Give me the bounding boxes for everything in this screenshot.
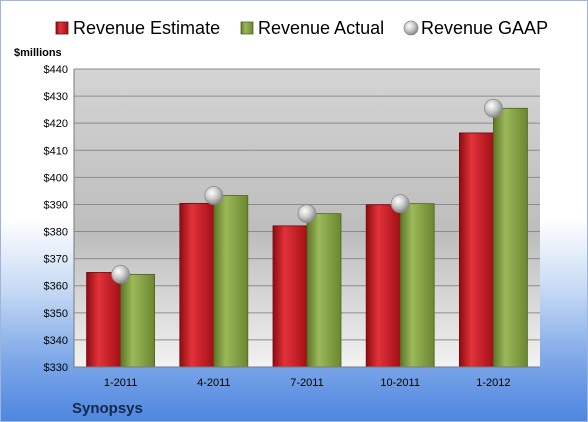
bar-revenue-estimate <box>458 132 494 368</box>
bar-revenue-estimate <box>272 225 308 368</box>
legend-label: Revenue GAAP <box>421 18 548 38</box>
y-tick-label: $340 <box>44 335 68 347</box>
y-tick-label: $410 <box>44 145 68 157</box>
legend-swatch-actual <box>240 21 254 35</box>
x-tick-label: 7-2011 <box>290 377 323 389</box>
x-tick-label: 1-2011 <box>104 377 137 389</box>
bar-revenue-estimate <box>365 204 401 368</box>
y-tick-label: $330 <box>44 362 68 374</box>
marker-revenue-gaap <box>204 186 224 205</box>
y-tick-label: $430 <box>44 91 68 103</box>
marker-revenue-gaap <box>111 264 130 284</box>
marker-revenue-gaap <box>297 204 317 224</box>
y-tick-label: $390 <box>44 199 68 211</box>
bar-revenue-actual <box>213 195 249 368</box>
x-tick-label: 1-2012 <box>476 377 510 389</box>
marker-revenue-gaap <box>483 98 503 118</box>
y-tick-label: $370 <box>44 254 68 266</box>
y-tick-label: $440 <box>44 64 68 76</box>
legend-label: Revenue Estimate <box>73 18 220 38</box>
y-tick-label: $360 <box>44 281 68 293</box>
y-tick-label: $350 <box>44 308 68 320</box>
bar-revenue-actual <box>492 107 528 368</box>
x-tick-label: 4-2011 <box>197 377 230 389</box>
bar-revenue-actual <box>120 273 155 368</box>
legend-swatch-gaap <box>403 20 419 36</box>
bar-revenue-estimate <box>86 272 121 368</box>
y-axis-label: $millions <box>14 47 62 59</box>
bar-revenue-actual <box>306 213 342 368</box>
y-tick-label: $400 <box>44 172 68 184</box>
company-name: Synopsys <box>72 400 143 417</box>
y-tick-label: $380 <box>44 227 68 239</box>
bar-revenue-actual <box>399 203 435 368</box>
legend-label: Revenue Actual <box>258 18 384 38</box>
legend-swatch-estimate <box>55 21 69 35</box>
marker-revenue-gaap <box>390 194 410 214</box>
x-tick-label: 10-2011 <box>380 377 420 389</box>
y-tick-label: $420 <box>44 118 68 130</box>
bar-revenue-estimate <box>179 202 215 368</box>
